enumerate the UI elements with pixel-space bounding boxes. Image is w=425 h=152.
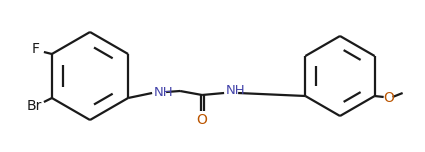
Text: O: O — [383, 91, 394, 105]
Text: NH: NH — [226, 83, 246, 97]
Text: O: O — [197, 113, 207, 127]
Text: NH: NH — [154, 86, 174, 98]
Text: F: F — [32, 42, 40, 56]
Text: Br: Br — [26, 99, 42, 113]
